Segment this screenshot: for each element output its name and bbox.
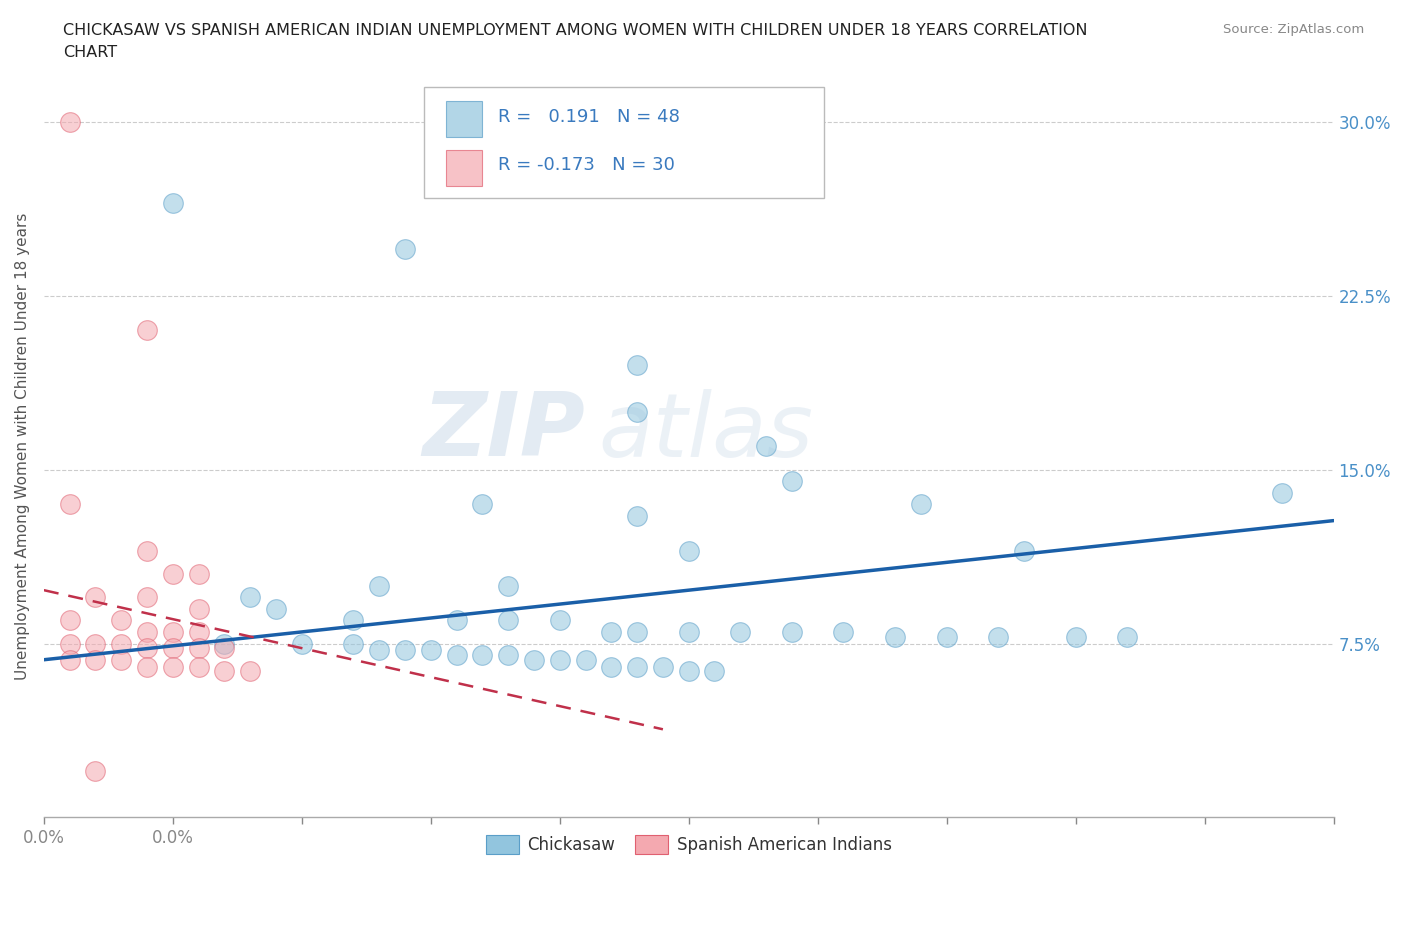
Point (600, 659, 623, 674)
Point (59, 114, 82, 129)
Point (651, 659, 673, 674)
Point (446, 613, 468, 628)
Point (884, 629, 907, 644)
Legend: Chickasaw, Spanish American Indians: Chickasaw, Spanish American Indians (479, 829, 898, 861)
Point (394, 242, 416, 257)
Point (368, 578, 391, 593)
Point (110, 613, 132, 628)
Point (264, 602, 287, 617)
Point (187, 566, 209, 581)
Point (496, 647, 519, 662)
Point (496, 613, 519, 628)
Point (780, 624, 803, 639)
Point (59, 497, 82, 512)
Point (187, 624, 209, 639)
Point (626, 659, 648, 674)
Point (136, 543, 159, 558)
Point (600, 624, 623, 639)
Point (1271, 485, 1294, 500)
Point (626, 358, 648, 373)
Point (496, 578, 519, 593)
Text: R = -0.173   N = 30: R = -0.173 N = 30 (498, 156, 675, 174)
Point (678, 624, 700, 639)
Text: R =   0.191   N = 48: R = 0.191 N = 48 (498, 108, 679, 126)
Point (342, 636, 364, 651)
Point (162, 195, 184, 210)
Point (935, 629, 957, 644)
Point (239, 664, 262, 679)
Point (84, 590, 107, 604)
Point (136, 590, 159, 604)
Point (136, 659, 159, 674)
Point (832, 624, 855, 639)
Point (110, 636, 132, 651)
Point (162, 659, 184, 674)
FancyBboxPatch shape (446, 101, 482, 137)
Point (548, 613, 571, 628)
Point (548, 652, 571, 667)
Point (755, 439, 778, 454)
Point (59, 613, 82, 628)
Point (59, 652, 82, 667)
Y-axis label: Unemployment Among Women with Children Under 18 years: Unemployment Among Women with Children U… (15, 213, 30, 680)
Point (84, 764, 107, 778)
Point (678, 543, 700, 558)
Point (214, 636, 236, 651)
Point (574, 652, 596, 667)
Text: Source: ZipAtlas.com: Source: ZipAtlas.com (1223, 23, 1364, 36)
Point (419, 643, 441, 658)
Point (214, 664, 236, 679)
Text: CHICKASAW VS SPANISH AMERICAN INDIAN UNEMPLOYMENT AMONG WOMEN WITH CHILDREN UNDE: CHICKASAW VS SPANISH AMERICAN INDIAN UNE… (63, 23, 1088, 38)
Point (136, 323, 159, 338)
Point (162, 566, 184, 581)
Text: atlas: atlas (599, 389, 813, 474)
Point (84, 636, 107, 651)
Point (626, 405, 648, 419)
Point (110, 652, 132, 667)
FancyBboxPatch shape (425, 86, 824, 198)
Point (84, 652, 107, 667)
Point (780, 473, 803, 488)
Point (626, 624, 648, 639)
Point (471, 497, 494, 512)
Point (162, 641, 184, 656)
Point (394, 643, 416, 658)
Point (368, 643, 391, 658)
Point (239, 590, 262, 604)
Point (910, 497, 932, 512)
Point (59, 636, 82, 651)
Point (471, 647, 494, 662)
Point (214, 641, 236, 656)
Text: ZIP: ZIP (423, 388, 585, 475)
FancyBboxPatch shape (446, 151, 482, 186)
Point (987, 629, 1010, 644)
Point (1012, 543, 1035, 558)
Point (187, 641, 209, 656)
Text: CHART: CHART (63, 45, 117, 60)
Point (1064, 629, 1087, 644)
Point (162, 624, 184, 639)
Point (1116, 629, 1139, 644)
Point (136, 624, 159, 639)
Point (730, 624, 752, 639)
Point (626, 509, 648, 524)
Point (136, 641, 159, 656)
Point (523, 652, 546, 667)
Point (187, 602, 209, 617)
Point (446, 647, 468, 662)
Point (187, 659, 209, 674)
Point (342, 613, 364, 628)
Point (678, 664, 700, 679)
Point (291, 636, 314, 651)
Point (703, 664, 725, 679)
